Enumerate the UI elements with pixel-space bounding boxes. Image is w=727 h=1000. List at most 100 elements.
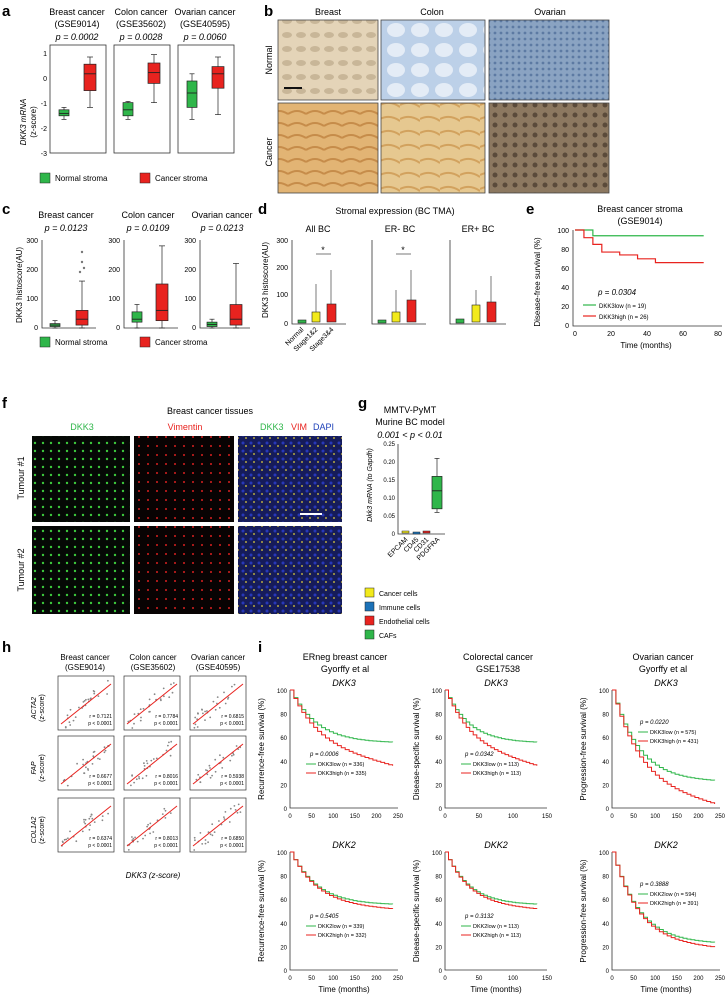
row-label-acta2: ACTA2 bbox=[31, 697, 38, 720]
p-stat: p < 0.0001 bbox=[220, 721, 244, 727]
xtick: 50 bbox=[308, 814, 315, 820]
xtick: 200 bbox=[371, 814, 382, 820]
ytick: 60 bbox=[280, 736, 287, 742]
ytick: 20 bbox=[435, 945, 442, 951]
ytick: 100 bbox=[184, 296, 196, 303]
km-plot: Recurrence-free survival (%)100806040200… bbox=[257, 840, 404, 994]
panel-f-row-2: Tumour #2 bbox=[16, 548, 26, 591]
km-curve-high bbox=[445, 851, 538, 909]
scatter-point bbox=[93, 821, 96, 823]
scatter-point bbox=[164, 809, 167, 812]
scatter-point bbox=[213, 831, 216, 833]
scatter-point bbox=[82, 763, 84, 766]
regression-line bbox=[60, 743, 112, 785]
xtick: 50 bbox=[308, 976, 315, 982]
scatter-point bbox=[133, 722, 135, 725]
panel-a-title-ovarian: Ovarian cancer bbox=[174, 7, 235, 17]
ytick: 200 bbox=[276, 265, 288, 272]
panel-a-title-breast: Breast cancer bbox=[49, 7, 105, 17]
scatter-point bbox=[218, 706, 221, 709]
scatter-point bbox=[83, 700, 86, 702]
scatter-point bbox=[211, 823, 214, 826]
panel-c-title-ovarian: Ovarian cancer bbox=[191, 210, 252, 220]
axis bbox=[444, 690, 547, 809]
box-cancer-stroma bbox=[75, 280, 89, 329]
ytick: 60 bbox=[561, 266, 569, 273]
plot-frame bbox=[49, 44, 107, 154]
p-stat: p < 0.0001 bbox=[88, 721, 112, 727]
p-value: p = 0.0220 bbox=[639, 720, 669, 726]
ihc-image-breast-cancer bbox=[277, 102, 379, 194]
col-sub: GSE17538 bbox=[476, 664, 520, 674]
scatter-point bbox=[172, 682, 175, 684]
scatter-point bbox=[87, 698, 90, 701]
km-ylabel: Disease-specific survival (%) bbox=[412, 860, 421, 963]
scatter-point bbox=[106, 693, 108, 695]
regression-line bbox=[192, 805, 244, 847]
scatter-point bbox=[236, 811, 239, 814]
axis bbox=[397, 444, 445, 535]
panel-a-ylabel-unit: (z-score) bbox=[29, 106, 38, 138]
xtick: 20 bbox=[607, 331, 615, 338]
panel-d-title-all: All BC bbox=[305, 224, 331, 234]
merge-dkk3-label: DKK3 bbox=[260, 422, 284, 432]
scatter-point bbox=[204, 710, 207, 713]
ihc-image-breast-normal bbox=[277, 19, 379, 101]
scatter-point bbox=[135, 778, 138, 781]
scatter-point bbox=[197, 712, 199, 715]
scatter-point bbox=[207, 831, 210, 833]
if-image-vim-tumour2 bbox=[134, 526, 234, 614]
scatter-point bbox=[223, 816, 225, 818]
significance-star: * bbox=[401, 245, 405, 255]
scatter-point bbox=[103, 746, 106, 749]
scatter-point bbox=[206, 710, 208, 712]
km-curve-high bbox=[612, 689, 716, 804]
p-value: p = 0.3888 bbox=[639, 882, 669, 888]
scatter-point bbox=[107, 679, 109, 682]
ytick: 0 bbox=[116, 325, 120, 332]
ytick: -3 bbox=[41, 151, 47, 158]
panel-b-row-normal: Normal bbox=[264, 45, 274, 74]
legend-label-cancer: Cancer stroma bbox=[155, 174, 208, 183]
legend-swatch-cancer bbox=[139, 172, 151, 184]
ytick: 60 bbox=[602, 736, 609, 742]
scatter-point bbox=[211, 834, 214, 837]
scatter-point bbox=[90, 697, 92, 700]
box-normal-stroma bbox=[58, 107, 70, 120]
xtick: 100 bbox=[328, 814, 339, 820]
scatter-point bbox=[193, 836, 196, 839]
box-cancer-stroma bbox=[211, 56, 225, 115]
scatter-point bbox=[197, 773, 200, 776]
scatter-point bbox=[84, 818, 87, 821]
legend-high: DKK3high (n = 335) bbox=[318, 771, 367, 777]
scatter-point bbox=[209, 716, 212, 719]
scatter-point bbox=[209, 833, 212, 836]
legend-swatch-normal bbox=[39, 336, 51, 348]
scatter-point bbox=[204, 839, 207, 841]
box-pdgfra bbox=[431, 458, 443, 513]
p-stat: p < 0.0001 bbox=[154, 781, 178, 787]
xtick: 0 bbox=[610, 814, 614, 820]
box bbox=[83, 63, 97, 91]
panel-a-title-colon: Colon cancer bbox=[114, 7, 167, 17]
box-normal bbox=[377, 319, 387, 324]
ytick: 80 bbox=[561, 247, 569, 254]
ytick: 80 bbox=[280, 875, 287, 881]
regression-line bbox=[60, 805, 112, 847]
scatter-point bbox=[142, 707, 145, 710]
box bbox=[155, 283, 169, 322]
scatter-point bbox=[132, 837, 135, 840]
row-label-fap: FAP bbox=[31, 761, 38, 774]
scatter-point bbox=[204, 842, 207, 845]
regression-line bbox=[126, 743, 178, 785]
scatter-point bbox=[229, 759, 232, 762]
scatter-point bbox=[202, 712, 204, 715]
scatter-point bbox=[78, 706, 80, 709]
panel-f-row-1: Tumour #1 bbox=[16, 456, 26, 499]
if-image-dkk3-tumour1 bbox=[32, 436, 130, 522]
scatter-point bbox=[68, 721, 71, 724]
scatter-point bbox=[93, 690, 96, 693]
box bbox=[131, 311, 143, 323]
